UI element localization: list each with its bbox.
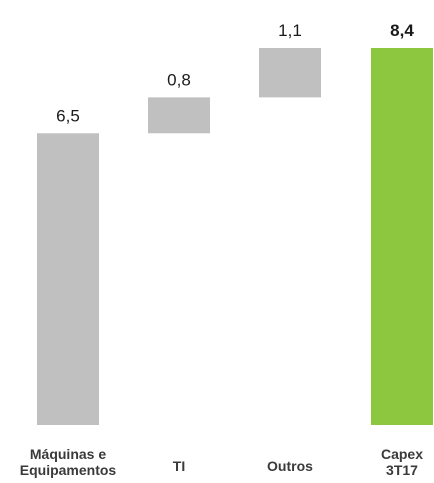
bar-2 — [259, 48, 321, 98]
category-label-0: Máquinas e Equipamentos — [20, 446, 117, 478]
category-label-2: Outros — [267, 458, 313, 474]
bars-group — [37, 48, 433, 425]
value-labels-group: 6,5 0,8 1,1 8,4 — [56, 21, 414, 125]
value-label-0: 6,5 — [56, 106, 80, 125]
category-label-0-line-1: Equipamentos — [20, 462, 117, 478]
value-label-3: 8,4 — [390, 21, 414, 40]
value-label-1: 0,8 — [167, 70, 191, 89]
category-labels-group: Máquinas e Equipamentos TI Outros Capex 3T17 — [20, 446, 423, 478]
bar-1 — [148, 97, 210, 134]
category-label-2-line-0: Outros — [267, 458, 313, 474]
category-label-3-line-1: 3T17 — [386, 462, 418, 478]
category-label-3-line-0: Capex — [381, 446, 423, 462]
category-label-0-line-0: Máquinas e — [30, 446, 106, 462]
category-label-3: Capex 3T17 — [381, 446, 423, 478]
bar-3 — [371, 48, 433, 425]
category-label-1-line-0: TI — [173, 458, 185, 474]
value-label-2: 1,1 — [278, 21, 302, 40]
bar-0 — [37, 133, 99, 425]
category-label-1: TI — [173, 458, 185, 474]
